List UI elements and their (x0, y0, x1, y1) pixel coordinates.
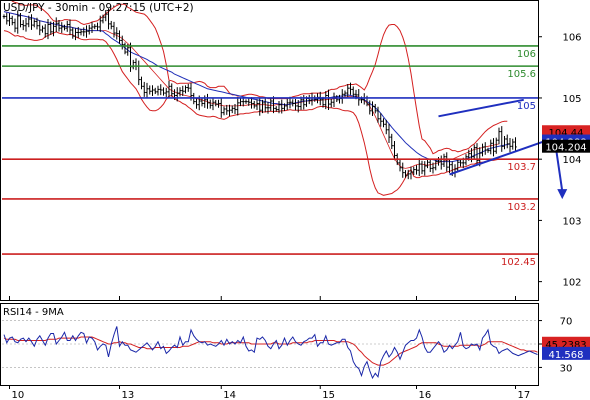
price-tag-label: 104.44 (549, 128, 584, 139)
chart-title: USD/JPY - 30min - 09:27:15 (UTC+2) (3, 2, 194, 14)
support-resistance-levels: 106 105.6 105 103.7 103.2 102.45 (2, 45, 538, 268)
x-tick-label: 13 (122, 390, 135, 400)
x-tick-label: 10 (12, 390, 25, 400)
channel-lower-line (449, 139, 547, 176)
price-bars (2, 8, 517, 180)
rsi-tick-label: 70 (560, 317, 573, 328)
price-tag-label: 41.568 (549, 350, 584, 361)
bollinger-upper-line (10, 0, 508, 155)
price-panel-border (0, 0, 539, 301)
price-tag-box (542, 346, 590, 360)
rsi-panel (2, 320, 538, 380)
rsi-tick-label: 30 (560, 363, 573, 374)
level-label: 106 (517, 49, 536, 60)
x-tick-label: 16 (419, 390, 432, 400)
channel-upper-line (438, 98, 524, 118)
x-tick-label: 15 (322, 390, 335, 400)
price-tag-box (542, 139, 590, 153)
bollinger-lower-line (3, 30, 500, 196)
price-tag-label: 45.2383 (545, 340, 586, 351)
price-tag-box (542, 336, 590, 350)
level-label: 105.6 (507, 69, 536, 80)
level-label: 103.2 (507, 202, 536, 213)
y-tick-label: 104 (562, 155, 581, 166)
y-tick-label: 102 (562, 278, 581, 289)
y-tick-label: 103 (562, 216, 581, 227)
y-tick-label: 106 (562, 33, 581, 44)
rsi-line (3, 326, 538, 380)
price-tag-label: 104.204 (545, 143, 586, 154)
level-label: 103.7 (507, 162, 536, 173)
level-label: 102.45 (501, 257, 536, 268)
x-tick-label: 14 (223, 390, 236, 400)
x-tick-label: 17 (518, 390, 531, 400)
y-tick-label: 105 (562, 94, 581, 105)
forecast-arrowhead (557, 189, 568, 200)
level-label: 105 (517, 101, 536, 112)
rsi-title: RSI14 - 9MA (3, 307, 64, 318)
